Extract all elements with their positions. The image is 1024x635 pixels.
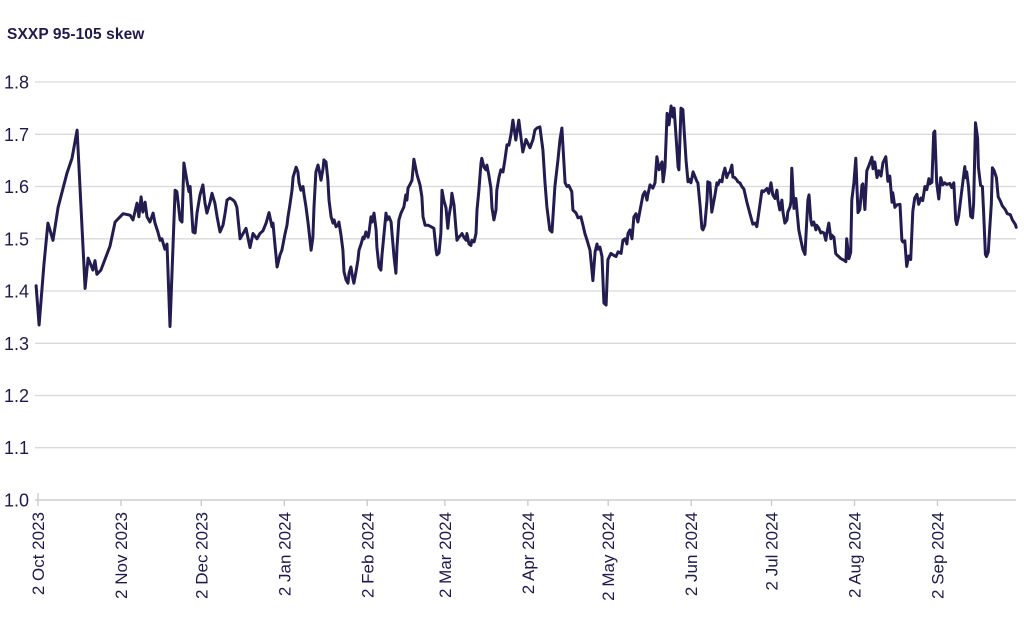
y-tick-label: 1.3 — [4, 334, 29, 354]
y-tick-label: 1.4 — [4, 282, 29, 302]
x-tick-label: 2 Jul 2024 — [763, 512, 782, 590]
x-tick-label: 2 Nov 2023 — [112, 512, 131, 599]
y-tick-label: 1.5 — [4, 229, 29, 249]
x-axis — [35, 493, 1016, 506]
y-axis-labels: 1.0 1.1 1.2 1.3 1.4 1.5 1.6 1.7 1.8 — [4, 73, 29, 511]
x-tick-label: 2 Dec 2023 — [192, 512, 211, 599]
x-tick-label: 2 May 2024 — [599, 512, 618, 601]
x-tick-label: 2 Oct 2023 — [29, 512, 48, 595]
x-tick-label: 2 Aug 2024 — [846, 512, 865, 598]
x-tick-label: 2 Apr 2024 — [519, 512, 538, 594]
y-tick-label: 1.1 — [4, 438, 29, 458]
chart-title: SXXP 95-105 skew — [7, 26, 145, 43]
series-line — [34, 104, 1018, 328]
y-tick-label: 1.0 — [4, 491, 29, 511]
gridlines — [35, 81, 1016, 501]
x-tick-label: 2 Sep 2024 — [929, 512, 948, 599]
y-tick-label: 1.7 — [4, 125, 29, 145]
x-tick-label: 2 Jun 2024 — [682, 512, 701, 596]
y-tick-label: 1.8 — [4, 73, 29, 93]
x-tick-label: 2 Feb 2024 — [358, 512, 377, 598]
x-tick-label: 2 Mar 2024 — [436, 512, 455, 598]
y-tick-label: 1.6 — [4, 177, 29, 197]
x-axis-labels: 2 Oct 2023 2 Nov 2023 2 Dec 2023 2 Jan 2024… — [29, 512, 948, 601]
x-tick-label: 2 Jan 2024 — [275, 512, 294, 596]
y-tick-label: 1.2 — [4, 386, 29, 406]
